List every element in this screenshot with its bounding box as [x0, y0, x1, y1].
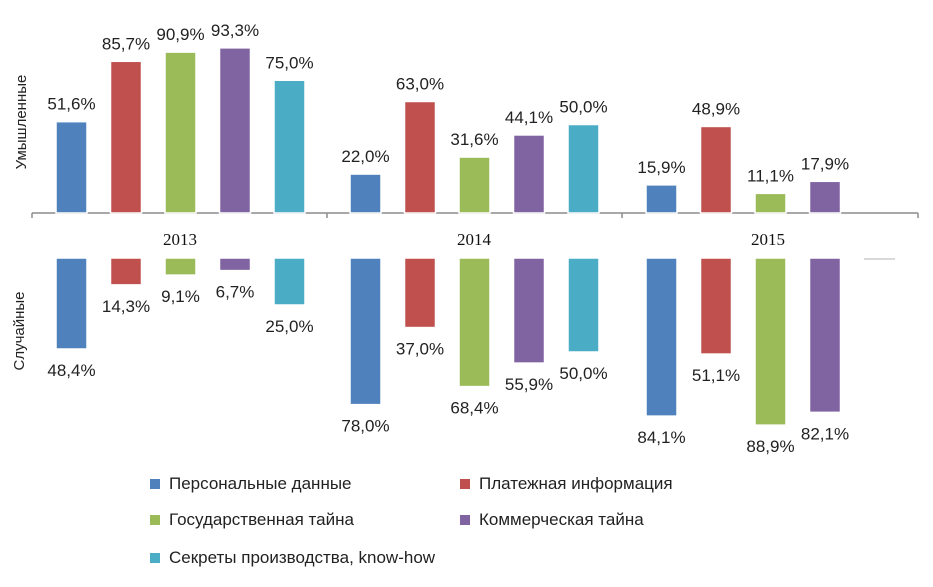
legend-swatch: [460, 515, 470, 525]
category-label-2013: 2013: [163, 230, 197, 249]
legend-label: Государственная тайна: [169, 510, 354, 529]
data-label-intentional-2013-s3: 93,3%: [211, 21, 259, 40]
data-label-intentional-2015-s3: 17,9%: [801, 154, 849, 173]
data-label-accidental-2014-s1: 37,0%: [396, 340, 444, 359]
legend-item: Персональные данные: [150, 474, 352, 494]
data-label-accidental-2015-s0: 84,1%: [637, 428, 685, 447]
data-label-accidental-2013-s4: 25,0%: [265, 317, 313, 336]
bar-intentional-2014-s2: [458, 156, 491, 214]
category-label-2014: 2014: [457, 230, 492, 249]
bar-accidental-2013-s3: [218, 257, 252, 272]
data-label-accidental-2013-s3: 6,7%: [216, 283, 255, 302]
bar-accidental-2015-s2: [754, 257, 787, 426]
bar-intentional-2015-s3: [808, 180, 842, 214]
legend-label: Платежная информация: [479, 474, 673, 493]
data-label-intentional-2014-s3: 44,1%: [505, 108, 553, 127]
bar-accidental-2013-s0: [55, 257, 88, 350]
data-label-accidental-2013-s1: 14,3%: [102, 297, 150, 316]
data-label-accidental-2014-s2: 68,4%: [450, 399, 498, 418]
bar-accidental-2014-s2: [458, 257, 491, 388]
legend-swatch: [460, 479, 470, 489]
legend-item: Секреты производства, know-how: [150, 548, 435, 568]
legend-swatch: [150, 479, 160, 489]
bar-accidental-2014-s0: [349, 257, 382, 406]
data-label-intentional-2014-s1: 63,0%: [396, 74, 444, 93]
legend-item: Платежная информация: [460, 474, 673, 494]
bar-intentional-2013-s4: [273, 79, 306, 214]
data-label-accidental-2013-s2: 9,1%: [161, 287, 200, 306]
data-label-intentional-2013-s0: 51,6%: [47, 95, 95, 114]
data-label-intentional-2014-s2: 31,6%: [450, 130, 498, 149]
bar-accidental-2013-s2: [164, 257, 197, 276]
data-label-intentional-2015-s0: 15,9%: [637, 158, 685, 177]
bar-intentional-2014-s0: [349, 173, 382, 214]
legend-swatch: [150, 515, 160, 525]
bar-accidental-2013-s4: [273, 257, 306, 306]
bar-intentional-2013-s0: [55, 120, 88, 214]
data-label-accidental-2015-s1: 51,1%: [692, 366, 740, 385]
bar-accidental-2015-s4: [864, 258, 895, 260]
bar-accidental-2014-s3: [512, 257, 546, 364]
data-label-accidental-2014-s0: 78,0%: [341, 417, 389, 436]
bar-intentional-2013-s2: [164, 51, 197, 214]
lower-axis-label: Случайные: [11, 291, 28, 370]
bar-intentional-2015-s2: [754, 192, 787, 214]
legend-label: Коммерческая тайна: [479, 510, 644, 529]
bar-accidental-2013-s1: [109, 257, 143, 286]
bar-accidental-2014-s4: [567, 257, 600, 353]
bar-intentional-2015-s1: [699, 125, 733, 214]
bar-intentional-2014-s4: [567, 123, 600, 214]
data-label-intentional-2013-s1: 85,7%: [102, 34, 150, 53]
data-label-intentional-2015-s2: 11,1%: [747, 166, 794, 185]
data-label-intentional-2015-s1: 48,9%: [692, 99, 740, 118]
bar-accidental-2015-s3: [808, 257, 842, 414]
legend-label: Секреты производства, know-how: [169, 548, 436, 567]
data-label-accidental-2014-s4: 50,0%: [559, 364, 607, 383]
legend-swatch: [150, 553, 160, 563]
bar-intentional-2013-s1: [109, 60, 143, 214]
data-label-intentional-2013-s4: 75,0%: [265, 53, 313, 72]
bar-intentional-2013-s3: [218, 47, 252, 214]
bar-accidental-2015-s1: [699, 257, 733, 355]
bar-accidental-2014-s1: [403, 257, 437, 329]
data-label-accidental-2014-s3: 55,9%: [505, 375, 553, 394]
data-label-intentional-2013-s2: 90,9%: [156, 25, 204, 44]
data-label-accidental-2015-s3: 82,1%: [801, 424, 849, 443]
data-label-intentional-2014-s0: 22,0%: [341, 147, 389, 166]
data-label-intentional-2014-s4: 50,0%: [559, 98, 607, 117]
legend-item: Государственная тайна: [150, 510, 354, 530]
bar-accidental-2015-s0: [645, 257, 678, 417]
legend-item: Коммерческая тайна: [460, 510, 644, 530]
bar-intentional-2015-s0: [645, 184, 678, 214]
data-label-accidental-2013-s0: 48,4%: [47, 361, 95, 380]
bar-intentional-2014-s1: [403, 100, 437, 214]
category-label-2015: 2015: [751, 230, 785, 249]
legend-label: Персональные данные: [169, 474, 352, 493]
upper-axis-label: Умышленные: [13, 75, 30, 170]
data-label-accidental-2015-s2: 88,9%: [746, 437, 794, 456]
bar-intentional-2014-s3: [512, 134, 546, 214]
